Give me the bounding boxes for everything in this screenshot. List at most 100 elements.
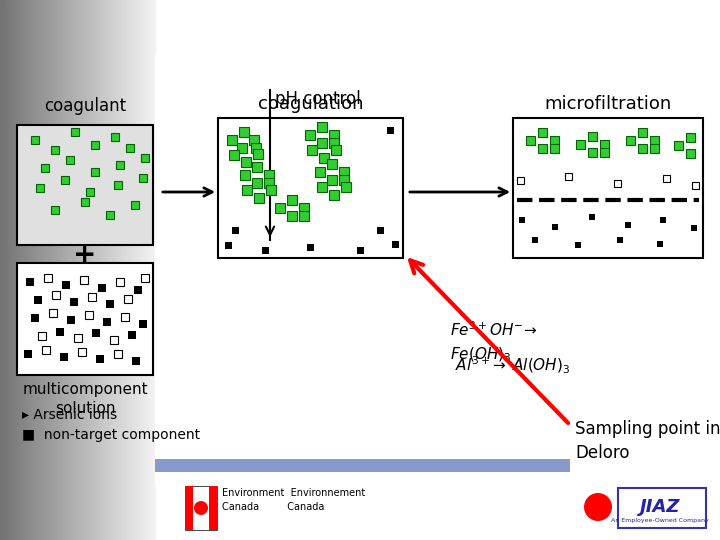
Text: $\mathit{Fe(OH)_3}$: $\mathit{Fe(OH)_3}$: [450, 346, 511, 364]
Bar: [327, 159, 337, 169]
Bar: [264, 178, 274, 188]
Bar: [107, 0, 108, 540]
Bar: [147, 0, 148, 540]
Bar: [13, 0, 14, 540]
Bar: [673, 140, 683, 150]
Bar: [62, 281, 70, 289]
Bar: [315, 167, 325, 177]
Bar: [252, 162, 262, 172]
Bar: [141, 154, 149, 162]
Bar: [81, 198, 89, 206]
Bar: [111, 133, 119, 141]
Bar: [339, 175, 349, 185]
Bar: [109, 0, 110, 540]
Bar: [319, 153, 329, 163]
Bar: [115, 0, 116, 540]
Bar: [625, 222, 631, 228]
Bar: [51, 146, 59, 154]
Bar: [74, 0, 75, 540]
Bar: [126, 0, 127, 540]
Bar: [94, 0, 95, 540]
Text: multicomponent
solution: multicomponent solution: [22, 382, 148, 416]
Bar: [44, 274, 52, 282]
Text: $\mathit{Fe}^{3+}\mathit{OH}^{-}\!\rightarrow$: $\mathit{Fe}^{3+}\mathit{OH}^{-}\!\right…: [450, 321, 538, 339]
Bar: [103, 0, 104, 540]
Bar: [31, 136, 39, 144]
Bar: [87, 0, 88, 540]
Bar: [99, 0, 100, 540]
Bar: [549, 144, 559, 152]
Bar: [118, 0, 119, 540]
Bar: [42, 346, 50, 354]
Bar: [356, 246, 364, 253]
Bar: [81, 0, 82, 540]
Bar: [17, 0, 18, 540]
Bar: [155, 55, 720, 485]
Bar: [93, 0, 94, 540]
Bar: [649, 144, 659, 152]
Bar: [331, 145, 341, 155]
Bar: [145, 0, 146, 540]
Bar: [32, 0, 33, 540]
Bar: [17, 263, 153, 375]
Bar: [116, 0, 117, 540]
Bar: [101, 0, 102, 540]
Bar: [45, 0, 46, 540]
Bar: [96, 355, 104, 363]
Bar: [153, 0, 154, 540]
Bar: [660, 217, 666, 223]
Bar: [91, 168, 99, 176]
Bar: [287, 195, 297, 205]
Bar: [575, 139, 585, 148]
Bar: [549, 136, 559, 145]
Bar: [53, 0, 54, 540]
Bar: [617, 237, 623, 243]
Bar: [129, 0, 130, 540]
Bar: [103, 318, 111, 326]
Bar: [305, 130, 315, 140]
Bar: [70, 0, 71, 540]
Bar: [83, 0, 84, 540]
Bar: [84, 0, 85, 540]
Bar: [57, 0, 58, 540]
Bar: [152, 0, 153, 540]
Bar: [131, 201, 139, 209]
Bar: [649, 136, 659, 145]
Bar: [36, 184, 44, 192]
Circle shape: [584, 493, 612, 521]
Bar: [242, 185, 252, 195]
Bar: [618, 488, 706, 528]
Bar: [98, 284, 106, 292]
Bar: [40, 0, 41, 540]
Bar: [126, 144, 134, 152]
Bar: [12, 0, 13, 540]
Bar: [8, 0, 9, 540]
Bar: [28, 0, 29, 540]
Bar: [516, 177, 523, 184]
Bar: [232, 226, 238, 233]
Bar: [124, 0, 125, 540]
Bar: [149, 0, 150, 540]
Bar: [62, 0, 63, 540]
Bar: [662, 174, 670, 181]
Bar: [86, 188, 94, 196]
Bar: [77, 0, 78, 540]
Bar: [133, 0, 134, 540]
Bar: [124, 295, 132, 303]
Bar: [52, 291, 60, 299]
Bar: [68, 0, 69, 540]
Bar: [76, 0, 77, 540]
Bar: [67, 316, 75, 324]
Bar: [251, 143, 261, 153]
Bar: [254, 193, 264, 203]
Text: Environment  Environnement: Environment Environnement: [222, 488, 365, 498]
Bar: [135, 0, 136, 540]
Bar: [114, 181, 122, 189]
Bar: [56, 0, 57, 540]
Bar: [657, 241, 663, 247]
Text: JIAZ: JIAZ: [640, 498, 680, 516]
Bar: [20, 0, 21, 540]
Bar: [92, 329, 100, 337]
Bar: [56, 328, 64, 336]
Bar: [116, 278, 124, 286]
